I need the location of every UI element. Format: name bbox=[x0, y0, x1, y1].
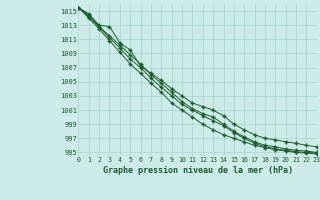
X-axis label: Graphe pression niveau de la mer (hPa): Graphe pression niveau de la mer (hPa) bbox=[103, 166, 292, 175]
